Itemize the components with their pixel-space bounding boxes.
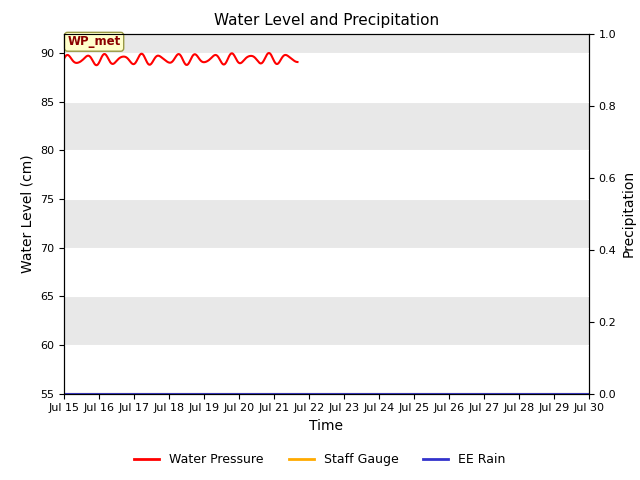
- X-axis label: Time: Time: [309, 419, 344, 433]
- Legend: Water Pressure, Staff Gauge, EE Rain: Water Pressure, Staff Gauge, EE Rain: [129, 448, 511, 471]
- Bar: [64, 345, 589, 394]
- Y-axis label: Water Level (cm): Water Level (cm): [20, 154, 35, 273]
- Bar: [64, 102, 589, 150]
- Bar: [64, 248, 589, 296]
- Text: WP_met: WP_met: [67, 35, 121, 48]
- Title: Water Level and Precipitation: Water Level and Precipitation: [214, 13, 439, 28]
- Bar: [64, 199, 589, 248]
- Bar: [64, 296, 589, 345]
- Bar: [64, 53, 589, 102]
- Y-axis label: Precipitation: Precipitation: [622, 170, 636, 257]
- Bar: [64, 150, 589, 199]
